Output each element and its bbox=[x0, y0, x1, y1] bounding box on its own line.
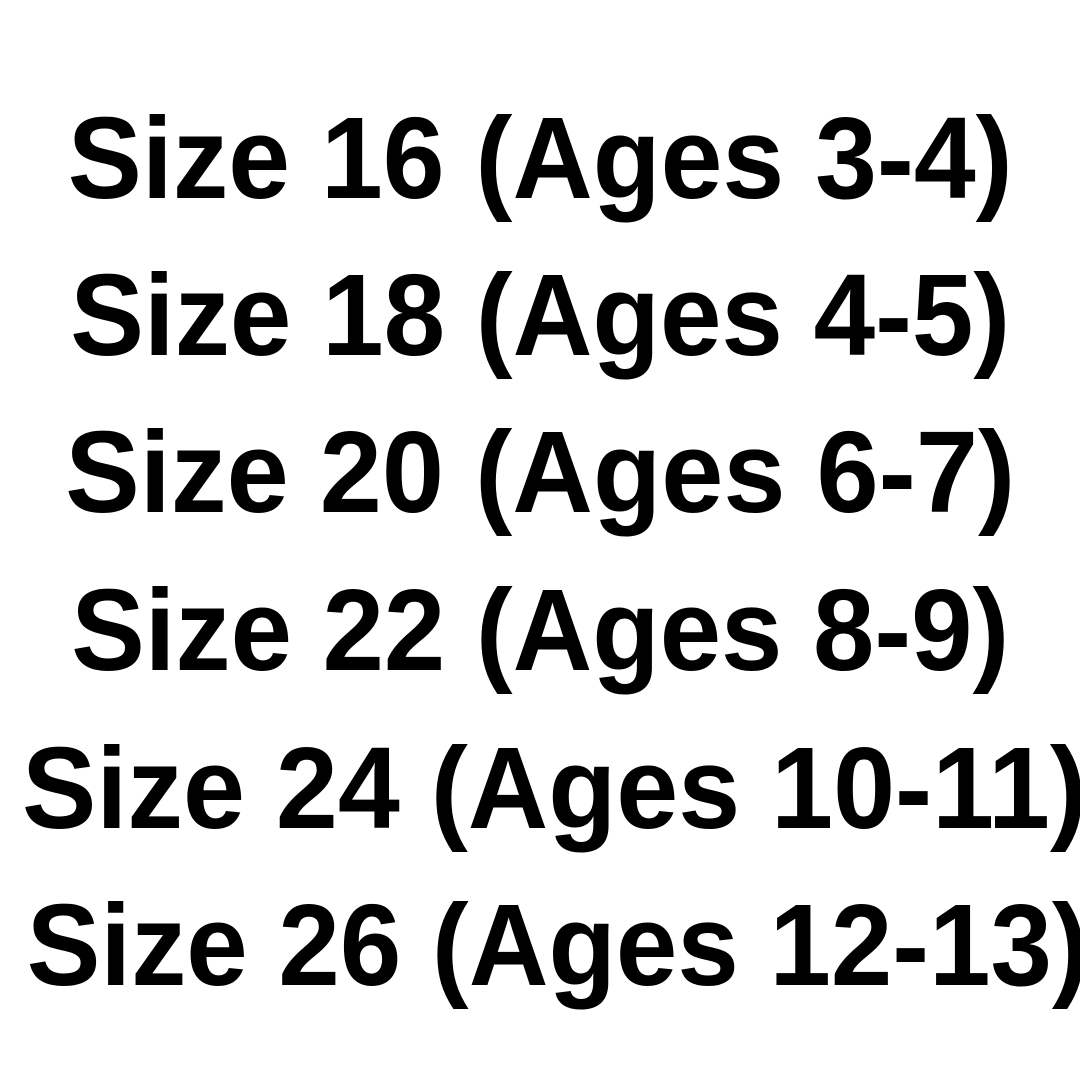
size-line-text: Size 20 (Ages 6-7) bbox=[65, 407, 1015, 537]
size-line-22: Size 22 (Ages 8-9) bbox=[0, 572, 1080, 688]
size-line-20: Size 20 (Ages 6-7) bbox=[0, 414, 1080, 530]
size-line-text: Size 24 (Ages 10-11) bbox=[22, 723, 1080, 853]
size-line-24: Size 24 (Ages 10-11) bbox=[0, 730, 1080, 846]
size-line-text: Size 18 (Ages 4-5) bbox=[70, 250, 1010, 380]
size-line-text: Size 26 (Ages 12-13) bbox=[26, 880, 1080, 1010]
size-line-26: Size 26 (Ages 12-13) bbox=[0, 887, 1080, 1003]
size-line-16: Size 16 (Ages 3-4) bbox=[0, 100, 1080, 216]
size-line-text: Size 22 (Ages 8-9) bbox=[71, 565, 1009, 695]
size-line-text: Size 16 (Ages 3-4) bbox=[67, 93, 1013, 223]
size-line-18: Size 18 (Ages 4-5) bbox=[0, 257, 1080, 373]
